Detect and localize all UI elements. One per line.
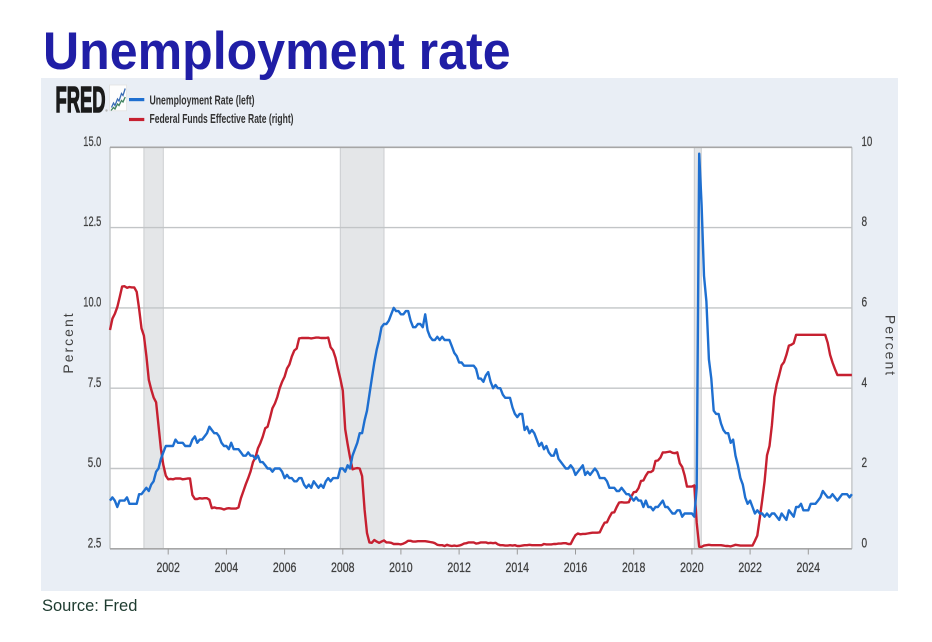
svg-text:2016: 2016 (564, 560, 588, 575)
svg-text:2006: 2006 (273, 560, 297, 575)
svg-text:2024: 2024 (797, 560, 821, 575)
svg-text:2.5: 2.5 (88, 535, 102, 550)
svg-text:2020: 2020 (680, 560, 704, 575)
svg-text:8: 8 (862, 214, 868, 229)
svg-text:2010: 2010 (389, 560, 413, 575)
svg-text:Percent: Percent (60, 311, 76, 373)
svg-text:Unemployment Rate (left): Unemployment Rate (left) (150, 92, 255, 107)
svg-text:Federal Funds Effective Rate (: Federal Funds Effective Rate (right) (150, 111, 294, 126)
svg-text:2018: 2018 (622, 560, 646, 575)
svg-text:10: 10 (862, 134, 873, 149)
svg-text:2008: 2008 (331, 560, 355, 575)
svg-text:15.0: 15.0 (83, 134, 101, 149)
svg-text:6: 6 (862, 295, 868, 310)
svg-text:4: 4 (862, 375, 868, 390)
svg-text:Percent: Percent (883, 315, 899, 377)
svg-text:2012: 2012 (447, 560, 471, 575)
svg-text:0: 0 (862, 535, 868, 550)
svg-text:2002: 2002 (156, 560, 180, 575)
svg-text:7.5: 7.5 (88, 375, 102, 390)
svg-text:2004: 2004 (215, 560, 239, 575)
svg-text:10.0: 10.0 (83, 295, 101, 310)
svg-text:FRED: FRED (56, 79, 106, 120)
svg-text:2022: 2022 (738, 560, 762, 575)
svg-text:2014: 2014 (506, 560, 530, 575)
svg-text:12.5: 12.5 (83, 214, 101, 229)
svg-text:2: 2 (862, 455, 868, 470)
svg-text:5.0: 5.0 (88, 455, 102, 470)
